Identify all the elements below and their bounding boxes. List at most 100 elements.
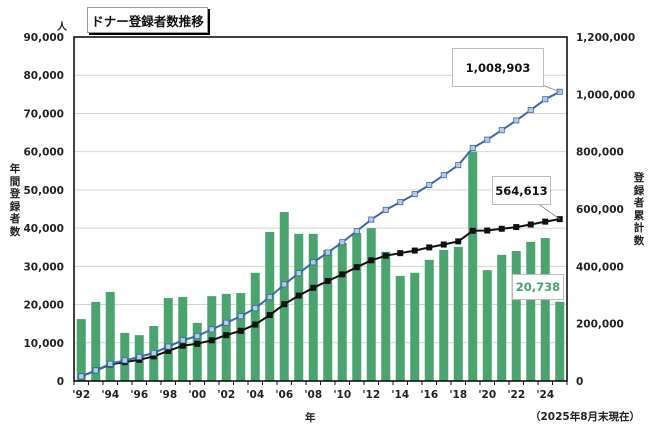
x-tick-label: '24 xyxy=(536,389,554,401)
y-left-tick-label: 40,000 xyxy=(23,223,64,235)
series-marker xyxy=(426,181,433,188)
series-marker xyxy=(455,162,462,169)
series-marker xyxy=(440,172,447,179)
x-axis-label: 年 xyxy=(305,412,316,424)
bar xyxy=(323,249,333,381)
series-marker xyxy=(542,96,549,103)
bar xyxy=(120,332,130,381)
x-tick-label: '20 xyxy=(478,389,496,401)
series-marker xyxy=(498,127,505,134)
bar xyxy=(526,241,536,381)
series-marker xyxy=(223,332,230,339)
bar xyxy=(105,291,115,381)
series-marker xyxy=(542,218,549,225)
bar xyxy=(424,259,434,381)
x-tick-label: '02 xyxy=(217,389,235,401)
bar xyxy=(308,233,318,381)
series-marker xyxy=(324,277,331,284)
y-left-tick-label: 60,000 xyxy=(23,147,64,159)
y-left-tick-label: 90,000 xyxy=(23,32,64,44)
y-left-tick-label: 70,000 xyxy=(23,108,64,120)
series-marker xyxy=(179,342,186,349)
leader-line xyxy=(536,202,560,220)
series-marker xyxy=(411,191,418,198)
series-marker xyxy=(92,367,99,374)
bar xyxy=(279,212,289,381)
x-tick-label: '12 xyxy=(362,389,380,401)
bar xyxy=(511,251,521,381)
series-marker xyxy=(194,332,201,339)
x-tick-label: '00 xyxy=(188,389,206,401)
series-marker xyxy=(165,343,172,350)
x-axis-ticks: '92 '94 '96 '98 '00 '02 '04 '06 '08 '10 '12 '14 '16 '… xyxy=(72,381,568,401)
series-marker xyxy=(527,107,534,114)
bar xyxy=(76,319,86,381)
bar xyxy=(236,293,246,381)
y-axis-left-ticks: 0 10,000 20,000 30,000 40,000 50,000 60,000 70,… xyxy=(23,32,64,388)
bar xyxy=(555,301,565,381)
bar xyxy=(540,238,550,381)
series-marker xyxy=(252,321,259,328)
series-marker xyxy=(281,281,288,288)
series-marker xyxy=(266,312,273,319)
series-marker xyxy=(353,264,360,271)
x-tick-label: '16 xyxy=(420,389,438,401)
series-marker xyxy=(179,337,186,344)
x-tick-label: '04 xyxy=(246,389,264,401)
x-tick-label: '96 xyxy=(130,389,148,401)
gridlines xyxy=(74,74,567,344)
x-tick-label: '10 xyxy=(333,389,351,401)
y-left-tick-label: 30,000 xyxy=(23,261,64,273)
date-note: （2025年8月末現在） xyxy=(530,411,641,423)
bar xyxy=(395,275,405,381)
series-marker xyxy=(397,250,404,257)
series-line xyxy=(80,218,560,378)
series-marker xyxy=(397,199,404,206)
series-marker xyxy=(411,247,418,254)
series-marker xyxy=(150,349,157,356)
series-marker xyxy=(368,257,375,264)
y-right-tick-label: 0 xyxy=(576,376,583,388)
y-right-tick-label: 200,000 xyxy=(576,319,624,331)
x-tick-label: '92 xyxy=(72,389,90,401)
series-marker xyxy=(266,294,273,301)
series-marker xyxy=(469,144,476,151)
series-marker xyxy=(484,227,491,234)
bar xyxy=(352,233,362,381)
x-tick-label: '18 xyxy=(449,389,467,401)
series-marker xyxy=(498,225,505,232)
callout-leaders xyxy=(536,84,560,220)
series-marker xyxy=(208,337,215,344)
y-right-tick-label: 1,200,000 xyxy=(576,32,635,44)
bar xyxy=(439,249,449,381)
series-marker xyxy=(223,319,230,326)
series-marker xyxy=(382,252,389,259)
series-marker xyxy=(252,305,259,312)
x-tick-label: '06 xyxy=(275,389,293,401)
y-left-tick-label: 10,000 xyxy=(23,338,64,350)
y-left-tick-label: 50,000 xyxy=(23,185,64,197)
series-marker xyxy=(527,221,534,228)
series-marker xyxy=(513,117,520,124)
callout-annual-2025: 20,738 xyxy=(512,274,564,300)
series-marker xyxy=(237,327,244,334)
bar xyxy=(163,298,173,381)
x-tick-label: '08 xyxy=(304,389,322,401)
x-tick-label: '98 xyxy=(159,389,177,401)
series-marker xyxy=(353,228,360,235)
plot-frame xyxy=(73,36,568,382)
series-marker xyxy=(455,238,462,245)
series-marker xyxy=(382,206,389,213)
bar xyxy=(265,231,275,381)
y-axis-left-label: 年間登録者数 xyxy=(9,163,21,238)
bar xyxy=(381,251,391,381)
callout-cumulative-total: 1,008,903 xyxy=(452,48,544,87)
line-series xyxy=(78,88,563,380)
y-axis-right-ticks: 0 200,000 400,000 600,000 800,000 1,000,000 1,… xyxy=(576,32,635,388)
bar xyxy=(468,151,478,381)
series-marker xyxy=(78,373,85,380)
series-marker xyxy=(426,244,433,251)
series-marker xyxy=(440,241,447,248)
bar xyxy=(410,272,420,381)
